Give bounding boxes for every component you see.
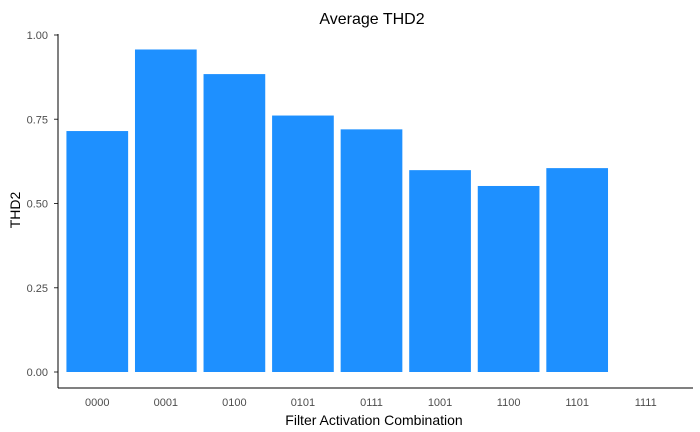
x-tick-label: 0000 xyxy=(85,397,109,409)
y-tick-label: 0.75 xyxy=(27,114,48,126)
bar-1100 xyxy=(477,185,540,372)
bar-0100 xyxy=(203,74,266,372)
x-tick-label: 0101 xyxy=(291,397,315,409)
y-axis-ticks: 0.00 0.25 0.50 0.75 1.00 xyxy=(27,30,58,379)
x-axis-label: Filter Activation Combination xyxy=(285,412,462,428)
bar-0001 xyxy=(134,49,197,373)
bar-1101 xyxy=(546,168,609,372)
x-tick-label: 1111 xyxy=(635,397,657,409)
x-axis-ticks: 0000 0001 0100 0101 0111 1001 1100 1101 1111 xyxy=(85,397,657,409)
x-tick-label: 1100 xyxy=(497,397,521,409)
bar-0111 xyxy=(340,129,403,372)
x-tick-label: 1101 xyxy=(565,397,589,409)
x-tick-label: 0001 xyxy=(154,397,178,409)
y-axis-label: THD2 xyxy=(7,192,23,229)
x-tick-label: 0100 xyxy=(222,397,246,409)
x-tick-label: 0111 xyxy=(360,397,383,409)
y-tick-label: 1.00 xyxy=(27,30,48,42)
bar-0000 xyxy=(66,131,129,372)
chart-title: Average THD2 xyxy=(319,11,424,28)
y-tick-label: 0.00 xyxy=(27,367,48,379)
y-tick-label: 0.50 xyxy=(27,199,48,211)
y-tick-label: 0.25 xyxy=(27,283,48,295)
bar-0101 xyxy=(272,115,334,372)
bar-1001 xyxy=(409,170,471,372)
bars xyxy=(66,49,609,373)
x-tick-label: 1001 xyxy=(428,397,452,409)
